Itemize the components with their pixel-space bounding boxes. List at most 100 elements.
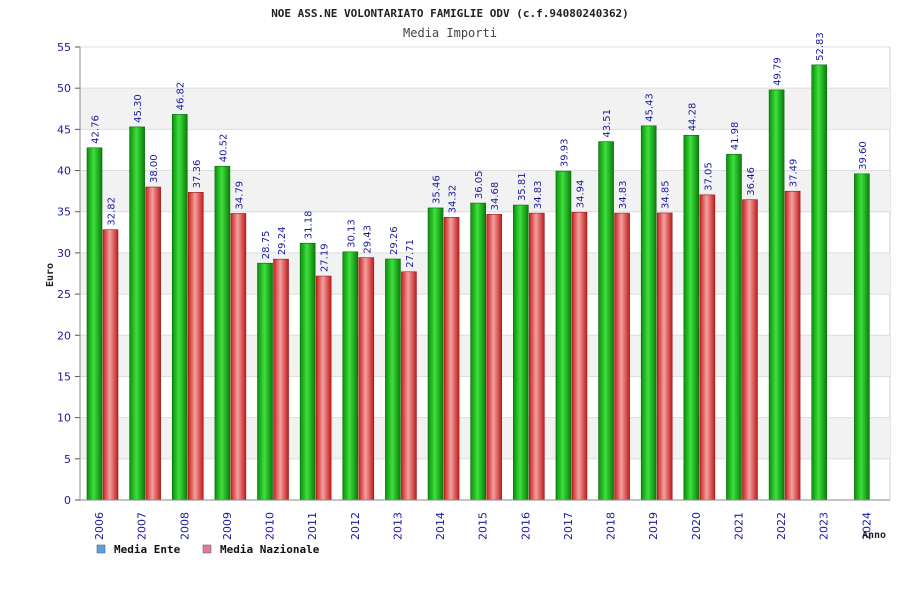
x-tick-label: 2012 xyxy=(349,512,362,540)
y-tick-label: 15 xyxy=(57,370,71,383)
value-label: 45.30 xyxy=(133,94,144,123)
x-axis-label: Anno xyxy=(862,530,886,541)
bar-media-ente xyxy=(726,153,742,501)
value-label: 38.00 xyxy=(149,154,160,183)
value-label: 41.98 xyxy=(730,122,741,151)
legend-label-media-nazionale: Media Nazionale xyxy=(220,543,320,556)
y-tick-label: 30 xyxy=(57,247,71,260)
x-tick-label: 2019 xyxy=(647,512,660,540)
y-tick-label: 20 xyxy=(57,329,71,342)
y-tick-label: 45 xyxy=(57,123,71,136)
x-tick-label: 2016 xyxy=(519,512,532,540)
value-label: 49.79 xyxy=(773,57,784,86)
y-axis-label: Euro xyxy=(45,263,56,287)
x-tick-label: 2020 xyxy=(690,512,703,540)
bar-media-nazionale xyxy=(443,217,460,501)
legend-label-media-ente: Media Ente xyxy=(114,543,181,556)
y-tick-label: 40 xyxy=(57,165,71,178)
value-labels: 42.76 32.82 45.30 38.00 46.82 37.36 40.52 34.79… xyxy=(91,32,869,272)
bar-media-ente xyxy=(555,170,572,501)
bar-media-ente xyxy=(683,134,700,501)
bar-media-nazionale xyxy=(614,212,630,501)
x-tick-label: 2007 xyxy=(136,512,149,540)
bar-media-nazionale xyxy=(784,190,801,501)
legend: Media Ente Media Nazionale xyxy=(96,543,320,556)
chart-subtitle: Media Importi xyxy=(403,26,497,40)
bar-media-ente xyxy=(257,262,273,501)
value-label: 34.79 xyxy=(234,181,245,210)
value-label: 42.76 xyxy=(91,115,102,144)
bars-group xyxy=(86,64,870,501)
bar-media-ente xyxy=(811,64,828,501)
value-label: 29.26 xyxy=(389,226,400,255)
y-tick-label: 25 xyxy=(57,288,71,301)
bar-media-ente xyxy=(768,89,785,501)
x-tick-label: 2015 xyxy=(477,512,490,540)
legend-swatch-media-ente xyxy=(96,544,106,554)
x-tick-label: 2024 xyxy=(860,512,873,540)
y-tick-label: 0 xyxy=(64,494,71,507)
value-label: 30.13 xyxy=(346,219,357,248)
bar-media-nazionale xyxy=(401,271,417,501)
bar-media-nazionale xyxy=(187,191,204,501)
bar-media-nazionale xyxy=(571,211,588,501)
x-axis-ticks: 2006 2007 2008 2009 2010 2011 2012 2013 2014 2015… xyxy=(80,499,890,540)
value-label: 34.83 xyxy=(533,180,544,209)
value-label: 39.93 xyxy=(559,138,570,167)
bar-media-ente xyxy=(214,165,231,501)
bar-media-ente xyxy=(342,251,359,501)
y-axis-ticks: 0 5 10 15 20 25 30 35 40 45 50 55 xyxy=(57,41,81,507)
x-tick-label: 2014 xyxy=(434,512,447,540)
bar-media-nazionale xyxy=(742,199,758,501)
y-tick-label: 10 xyxy=(57,412,71,425)
bar-media-ente xyxy=(470,202,486,501)
bar-media-ente xyxy=(129,126,145,501)
value-label: 43.51 xyxy=(602,109,613,138)
bar-media-nazionale xyxy=(358,257,375,501)
bar-media-nazionale xyxy=(699,194,716,501)
bar-media-ente xyxy=(427,207,444,501)
value-label: 37.49 xyxy=(789,159,800,188)
x-tick-label: 2011 xyxy=(306,512,319,540)
bar-media-nazionale xyxy=(529,212,545,501)
x-tick-label: 2022 xyxy=(775,512,788,540)
bar-media-ente xyxy=(598,141,614,501)
bar-media-ente xyxy=(299,242,316,501)
bar-media-ente xyxy=(513,204,529,501)
chart-title: NOE ASS.NE VOLONTARIATO FAMIGLIE ODV (c.… xyxy=(271,7,629,20)
legend-swatch-media-nazionale xyxy=(202,544,212,554)
value-label: 34.85 xyxy=(661,180,672,209)
y-tick-label: 50 xyxy=(57,82,71,95)
value-label: 39.60 xyxy=(858,141,869,170)
value-label: 34.32 xyxy=(448,185,459,214)
value-label: 31.18 xyxy=(304,211,315,240)
bar-media-nazionale xyxy=(102,229,119,501)
x-tick-label: 2017 xyxy=(562,512,575,540)
y-tick-label: 35 xyxy=(57,206,71,219)
value-label: 29.24 xyxy=(277,227,288,256)
value-label: 35.46 xyxy=(432,175,443,204)
x-tick-label: 2021 xyxy=(732,512,745,540)
value-label: 37.05 xyxy=(703,162,714,191)
bar-media-nazionale xyxy=(230,213,247,501)
x-tick-label: 2006 xyxy=(93,512,106,540)
value-label: 27.71 xyxy=(405,239,416,268)
bar-media-nazionale xyxy=(145,186,161,501)
value-label: 45.43 xyxy=(645,93,656,122)
bar-media-nazionale xyxy=(273,258,289,501)
bar-media-ente xyxy=(385,258,401,501)
value-label: 44.28 xyxy=(687,103,698,132)
bar-media-nazionale xyxy=(486,214,502,501)
value-label: 34.83 xyxy=(618,180,629,209)
value-label: 34.68 xyxy=(490,182,501,211)
bar-media-ente xyxy=(640,125,657,501)
value-label: 27.19 xyxy=(320,243,331,272)
value-label: 46.82 xyxy=(176,82,187,111)
x-tick-label: 2023 xyxy=(818,512,831,540)
value-label: 29.43 xyxy=(362,225,373,254)
x-tick-label: 2018 xyxy=(605,512,618,540)
bar-media-ente xyxy=(86,147,103,501)
value-label: 28.75 xyxy=(261,231,272,260)
grid-band xyxy=(80,88,890,130)
